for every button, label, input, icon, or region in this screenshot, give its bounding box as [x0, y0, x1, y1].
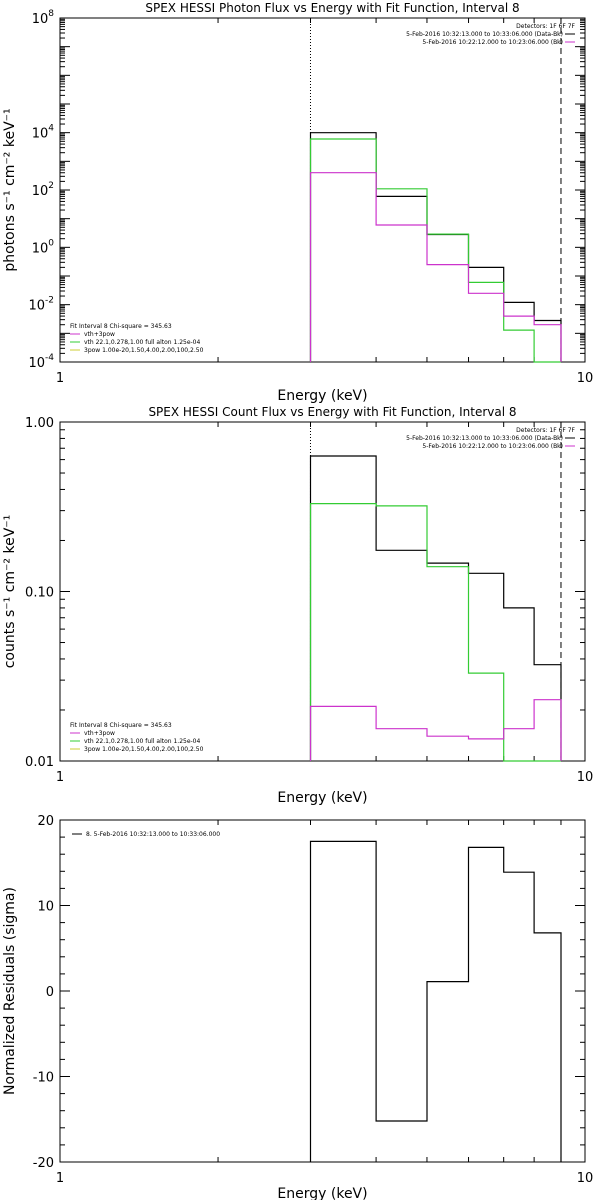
- y-tick-exponent: 2: [48, 181, 54, 191]
- x-tick-label: 10: [577, 770, 594, 785]
- y-tick-label: 0.10: [25, 586, 54, 601]
- y-tick-label: 104: [32, 124, 55, 142]
- chart-title: SPEX HESSI Count Flux vs Energy with Fit…: [148, 405, 516, 419]
- chart-title: SPEX HESSI Photon Flux vs Energy with Fi…: [145, 1, 519, 15]
- legend-label: 3pow 1.00e-20,1.50,4.00,2.00,100,2.50: [84, 347, 204, 354]
- series-line: [309, 840, 562, 1162]
- y-tick-exponent: 8: [48, 9, 54, 19]
- legend-label: 5-Feb-2016 10:32:13.000 to 10:33:06.000 …: [406, 31, 563, 38]
- y-axis-label: photons s⁻¹ cm⁻² keV⁻¹: [2, 108, 18, 271]
- series-line: [309, 132, 562, 362]
- y-tick-label: 100: [32, 238, 55, 256]
- legend-label: 8. 5-Feb-2016 10:32:13.000 to 10:33:06.0…: [86, 831, 220, 838]
- y-tick-label: 10-2: [28, 296, 54, 314]
- legend-label: 5-Feb-2016 10:22:12.000 to 10:23:06.000 …: [422, 39, 563, 46]
- chart-panel-1: SPEX HESSI Photon Flux vs Energy with Fi…: [2, 1, 593, 404]
- y-axis-label: Normalized Residuals (sigma): [2, 887, 18, 1095]
- legend-header: Fit Interval 8 Chi-square = 345.63: [70, 323, 172, 330]
- y-tick-label: 10-4: [28, 353, 54, 371]
- y-tick-base: 10: [32, 127, 49, 142]
- y-tick-label: -10: [33, 1071, 54, 1086]
- legend-label: 5-Feb-2016 10:32:13.000 to 10:33:06.000 …: [406, 435, 563, 442]
- series-line: [309, 172, 562, 362]
- plot-frame: [59, 819, 586, 1163]
- legend-header: Detectors: 1F 6F 7F: [516, 23, 575, 30]
- y-tick-label: 108: [32, 9, 55, 27]
- y-tick-base: 10: [32, 184, 49, 199]
- x-axis-label: Energy (keV): [277, 790, 367, 806]
- y-tick-label: 1.00: [25, 416, 54, 431]
- y-tick-label: -20: [33, 1156, 54, 1171]
- legend-label: vth+3pow: [84, 331, 115, 338]
- y-tick-exponent: -2: [45, 296, 54, 306]
- x-tick-label: 10: [577, 1171, 594, 1186]
- y-tick-exponent: 0: [48, 238, 54, 248]
- series-line: [309, 699, 562, 761]
- legend-label: vth 22.1,0.278,1.00 full alton 1.25e-04: [84, 738, 200, 745]
- legend-header: Detectors: 1F 6F 7F: [516, 427, 575, 434]
- x-axis-label: Energy (keV): [277, 388, 367, 404]
- series-line: [309, 455, 562, 761]
- y-tick-base: 10: [28, 299, 45, 314]
- series-line: [309, 138, 561, 363]
- x-tick-label: 1: [56, 371, 64, 386]
- legend-label: 3pow 1.00e-20,1.50,4.00,2.00,100,2.50: [84, 746, 204, 753]
- x-axis-label: Energy (keV): [277, 1186, 367, 1200]
- y-tick-base: 10: [32, 241, 49, 256]
- y-tick-label: 102: [32, 181, 54, 199]
- legend-label: vth 22.1,0.278,1.00 full alton 1.25e-04: [84, 339, 200, 346]
- legend-label: 5-Feb-2016 10:22:12.000 to 10:23:06.000 …: [422, 443, 563, 450]
- y-tick-exponent: 4: [48, 124, 54, 134]
- y-tick-exponent: -4: [45, 353, 54, 363]
- plot-frame: [59, 17, 586, 363]
- y-tick-label: 0.01: [25, 755, 54, 770]
- chart-panel-3: 1 10 -20 -10 0 10 20 Energy (keV) Normalized Res…: [2, 814, 593, 1200]
- y-tick-label: 20: [37, 814, 54, 829]
- legend-label: vth+3pow: [84, 730, 115, 737]
- y-tick-base: 10: [28, 356, 45, 371]
- y-tick-label: 0: [46, 985, 54, 1000]
- x-tick-label: 1: [56, 1171, 64, 1186]
- y-tick-label: 10: [37, 900, 54, 915]
- y-axis-label: counts s⁻¹ cm⁻² keV⁻¹: [2, 515, 18, 669]
- x-tick-label: 10: [577, 371, 594, 386]
- series-line: [309, 503, 561, 762]
- chart-panel-2: SPEX HESSI Count Flux vs Energy with Fit…: [2, 405, 593, 806]
- x-tick-label: 1: [56, 770, 64, 785]
- y-tick-base: 10: [32, 12, 49, 27]
- plot-frame: [59, 421, 586, 762]
- legend-header: Fit Interval 8 Chi-square = 345.63: [70, 722, 172, 729]
